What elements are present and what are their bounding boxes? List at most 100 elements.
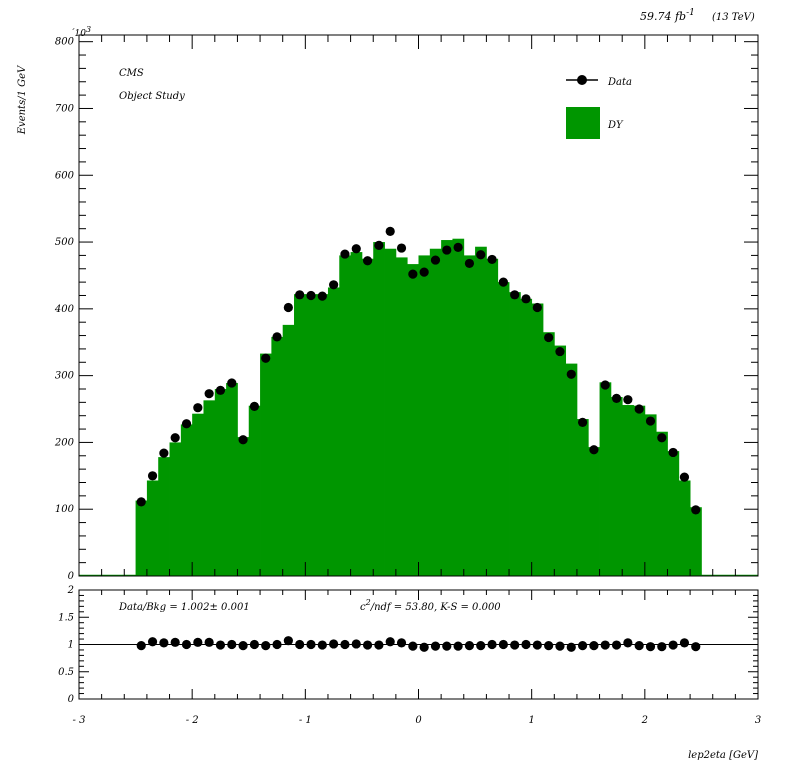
data-point bbox=[657, 433, 667, 443]
dy-bar bbox=[678, 480, 691, 576]
legend-data-marker bbox=[577, 75, 587, 85]
dy-bar bbox=[248, 405, 261, 576]
data-point bbox=[374, 240, 384, 250]
data-point bbox=[611, 393, 622, 403]
dy-bar bbox=[169, 442, 182, 576]
dy-bar bbox=[497, 282, 510, 576]
dy-bar bbox=[622, 405, 634, 576]
ratio-x-axis: - 3 - 2 - 1 0 1 2 3 bbox=[73, 590, 761, 726]
y-tick-label: 700 bbox=[55, 103, 75, 114]
dy-bar bbox=[690, 507, 702, 576]
ratio-point bbox=[306, 639, 316, 650]
x-tick-label: 0 bbox=[415, 715, 422, 726]
data-point bbox=[510, 290, 520, 300]
data-point bbox=[668, 447, 678, 458]
data-point bbox=[227, 378, 237, 388]
dy-bar bbox=[316, 294, 329, 576]
ratio-point bbox=[464, 640, 475, 651]
ratio-point bbox=[329, 639, 339, 649]
ratio-point bbox=[283, 636, 293, 646]
data-point bbox=[204, 389, 214, 399]
data-point bbox=[577, 417, 588, 427]
ratio-point bbox=[442, 641, 452, 651]
ratio-point bbox=[170, 637, 180, 647]
ratio-point bbox=[600, 640, 610, 650]
y-tick-label: 800 bbox=[55, 37, 75, 48]
ratio-y-tick-label: 2 bbox=[67, 585, 74, 596]
y-tick-label: 100 bbox=[55, 504, 75, 515]
data-point bbox=[249, 401, 260, 411]
ratio-point bbox=[691, 642, 701, 652]
data-point bbox=[498, 277, 508, 287]
dy-bar bbox=[486, 258, 499, 576]
y-tick-label: 300 bbox=[55, 371, 75, 382]
dy-bar bbox=[520, 298, 533, 576]
data-point bbox=[532, 302, 542, 313]
main-x-axis-ticks bbox=[78, 35, 759, 576]
data-point bbox=[600, 380, 610, 390]
ratio-point bbox=[385, 637, 395, 647]
dy-bar bbox=[656, 431, 668, 576]
ratio-y-tick-label: 1 bbox=[68, 640, 74, 651]
data-point bbox=[317, 291, 327, 301]
dy-bar bbox=[305, 294, 318, 576]
data-point bbox=[419, 267, 429, 277]
y-tick-label: 600 bbox=[55, 170, 75, 181]
data-point bbox=[453, 242, 463, 252]
x-tick-label: - 2 bbox=[186, 715, 199, 726]
data-point bbox=[589, 445, 599, 455]
ratio-point bbox=[272, 639, 282, 650]
dy-bar bbox=[418, 255, 431, 576]
x-tick-label: 2 bbox=[641, 715, 648, 726]
dy-bar bbox=[158, 457, 170, 576]
data-point bbox=[295, 290, 305, 300]
dy-bar bbox=[237, 437, 250, 576]
data-point bbox=[362, 256, 373, 266]
dy-bar bbox=[407, 264, 419, 576]
ratio-point bbox=[249, 639, 260, 650]
ratio-point bbox=[193, 637, 203, 647]
legend-dy-swatch bbox=[566, 107, 600, 139]
legend-data-label: Data bbox=[607, 77, 632, 88]
data-point bbox=[544, 332, 554, 343]
data-point bbox=[634, 404, 644, 414]
energy-label: (13 TeV) bbox=[712, 12, 755, 23]
x-tick-label: - 1 bbox=[299, 715, 312, 726]
ratio-y-tick-label: 1.5 bbox=[58, 612, 74, 623]
experiment-label: CMS bbox=[119, 68, 144, 79]
ratio-point bbox=[430, 641, 441, 651]
data-point bbox=[136, 497, 146, 507]
ratio-point bbox=[261, 640, 271, 651]
ratio-point bbox=[679, 638, 690, 648]
ratio-y-tick-label: 0 bbox=[68, 694, 75, 705]
chi2-annotation: c2/ndf = 53.80, K-S = 0.000 bbox=[360, 598, 501, 613]
ratio-point bbox=[374, 640, 384, 650]
data-point bbox=[351, 244, 361, 254]
ratio-point bbox=[510, 640, 520, 650]
legend: Data DY bbox=[566, 75, 632, 139]
data-point bbox=[623, 395, 633, 405]
dy-bar bbox=[441, 240, 453, 576]
data-point bbox=[272, 332, 282, 342]
dy-bar bbox=[509, 292, 521, 576]
legend-dy-label: DY bbox=[607, 120, 624, 131]
ratio-panel: 0 0.5 1 1.5 2 - 3 - 2 - 1 0 1 2 3 bbox=[58, 585, 761, 726]
ratio-annotation: Data/Bkg = 1.002± 0.001 bbox=[118, 602, 250, 613]
ratio-point bbox=[215, 640, 226, 650]
ratio-point bbox=[487, 639, 497, 650]
study-label: Object Study bbox=[119, 91, 185, 102]
dy-bar bbox=[192, 413, 204, 576]
data-point bbox=[396, 243, 407, 253]
ratio-point bbox=[204, 637, 214, 647]
data-point bbox=[555, 346, 565, 357]
y-tick-label: 200 bbox=[54, 437, 75, 448]
dy-bar bbox=[576, 419, 589, 576]
data-point bbox=[329, 280, 339, 290]
ratio-point bbox=[611, 640, 622, 650]
data-point bbox=[442, 245, 452, 255]
data-point bbox=[521, 294, 531, 304]
ratio-point bbox=[521, 639, 531, 650]
y-tick-label: 0 bbox=[68, 571, 75, 582]
ratio-point bbox=[634, 640, 644, 651]
dy-bar bbox=[180, 424, 193, 576]
